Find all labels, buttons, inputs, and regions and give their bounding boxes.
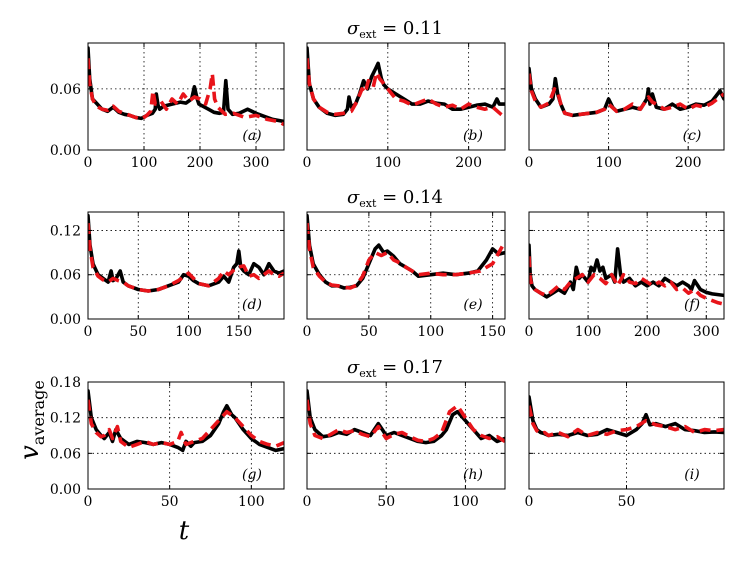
y-tick-label: 0.06 [50,446,81,462]
panel-label: (b) [463,128,483,144]
y-tick-label: 0.06 [50,82,81,98]
panel-label: (c) [683,128,702,144]
series-dashed-line [88,58,284,127]
x-tick-label: 0 [525,155,534,171]
axes-frame [306,381,506,490]
series-solid-line [307,46,505,118]
x-tick-label: 100 [131,155,158,171]
panel-label: (h) [463,467,483,483]
x-tick-label: 100 [452,494,479,510]
x-tick-label: 50 [161,494,179,510]
x-tick-label: 50 [129,324,147,340]
x-tick-label: 150 [225,324,252,340]
y-tick-label: 0.00 [50,482,81,498]
x-tick-label: 0 [525,494,534,510]
axes-frame [528,42,725,151]
y-tick-label: 0.06 [50,268,81,284]
x-axis-label: t [179,516,190,546]
x-tick-label: 0 [84,155,93,171]
x-tick-label: 50 [377,494,395,510]
y-tick-label: 0.18 [50,375,81,391]
x-tick-label: 300 [243,155,270,171]
panel-i: 0 50 (i) [525,381,725,510]
series-dashed-line [307,222,505,290]
panel-e: 0 50 100 150 (e) [303,211,506,340]
series-dashed-line [529,256,724,306]
panel-g: 0 50 100 0.00 0.06 0.12 0.18 (g) [50,375,285,510]
series-dashed-line [529,405,724,439]
x-tick-label: 0 [84,324,93,340]
x-tick-label: 100 [575,324,602,340]
panel-h: 0 50 100 (h) [303,381,506,510]
panel-c: 0 100 200 (c) [525,42,725,171]
x-tick-label: 0 [525,324,534,340]
axes-frame [528,211,725,320]
x-tick-label: 200 [675,155,702,171]
panel-label: (d) [242,297,262,313]
x-tick-label: 100 [238,494,265,510]
x-tick-label: 100 [595,155,622,171]
y-tick-label: 0.12 [50,223,81,239]
x-tick-label: 200 [634,324,661,340]
row-title-2: σext = 0.14 [347,187,443,210]
panel-grid: 0 100 200 300 0.00 0.06 (a) 0 100 200 (b) 0 100 200 (c… [50,42,725,510]
panel-b: 0 100 200 (b) [303,42,506,171]
panel-label: (a) [242,128,261,144]
panel-label: (e) [463,297,482,313]
y-tick-label: 0.12 [50,411,81,427]
axes-frame [87,211,285,320]
panel-label: (i) [684,467,699,483]
axes-frame [306,211,506,320]
x-tick-label: 0 [303,494,312,510]
row-title-1: σext = 0.11 [347,18,443,41]
x-tick-label: 100 [175,324,202,340]
series-dashed-line [88,222,284,293]
panel-d: 0 50 100 150 0.00 0.06 0.12 (d) [50,211,285,340]
x-tick-label: 200 [455,155,482,171]
x-tick-label: 150 [479,324,506,340]
axes-frame [87,381,285,490]
series-dashed-line [529,73,724,118]
panel-label: (g) [242,467,262,483]
x-tick-label: 200 [187,155,214,171]
panel-f: 0 100 200 300 (f) [525,211,725,340]
row-title-3: σext = 0.17 [347,357,443,380]
x-tick-label: 100 [374,155,401,171]
y-tick-label: 0.00 [50,312,81,328]
panel-a: 0 100 200 300 0.00 0.06 (a) [50,42,285,171]
axes-frame [306,42,506,151]
series-dashed-line [307,58,505,119]
x-tick-label: 0 [303,155,312,171]
x-tick-label: 50 [360,324,378,340]
x-tick-label: 0 [84,494,93,510]
axes-frame [87,42,285,151]
x-tick-label: 0 [303,324,312,340]
y-tick-label: 0.00 [50,143,81,159]
series-solid-line [529,243,724,299]
panel-label: (f) [684,297,700,313]
y-axis-label: vaverage [15,380,48,460]
x-tick-label: 300 [693,324,720,340]
series-dashed-line [307,399,505,444]
x-tick-label: 50 [618,494,636,510]
series-solid-line [307,213,505,290]
series-dashed-line [88,399,284,450]
x-tick-label: 100 [417,324,444,340]
series-solid-line [88,213,284,293]
